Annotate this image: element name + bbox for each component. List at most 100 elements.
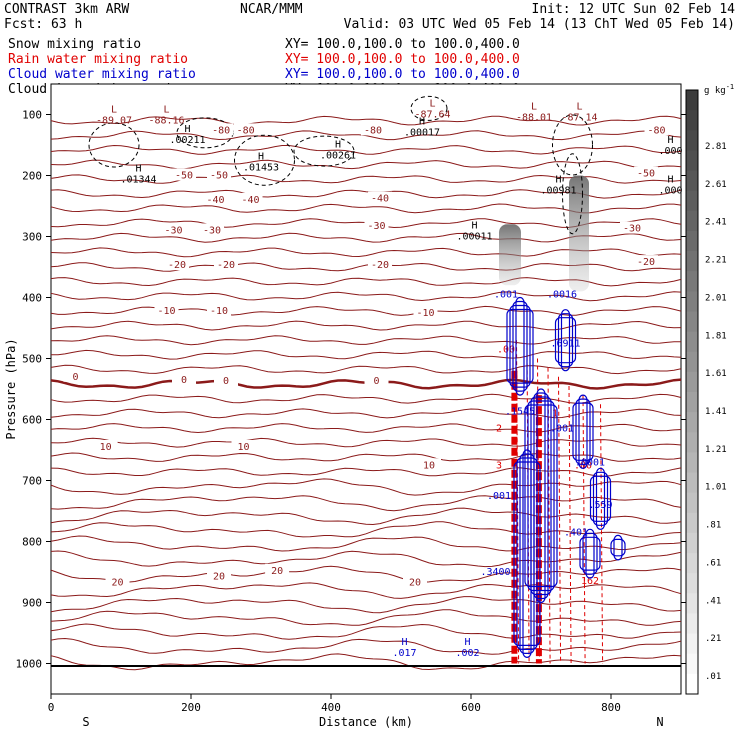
temperature-contour <box>50 507 682 526</box>
colorbar-label: .81 <box>705 521 721 531</box>
colorbar-swatch <box>686 412 698 433</box>
field-label: Cloud water mixing ratio <box>8 67 196 82</box>
colorbar-swatch <box>686 351 698 373</box>
header-valid: Valid: 03 UTC Wed 05 Feb 14 (13 ChT Wed … <box>344 17 735 32</box>
colorbar-swatch <box>686 472 698 494</box>
label-bg <box>154 303 179 316</box>
temperature-label: 20 <box>111 577 123 588</box>
snow-column <box>569 175 589 292</box>
temperature-contour <box>50 623 682 640</box>
extrema-mark: L <box>111 105 117 116</box>
cloud-ice-contour <box>88 122 140 168</box>
extrema-value: -87.14 <box>561 112 597 123</box>
cloud-water-contour <box>578 394 588 469</box>
colorbar-units: g kg-1 <box>704 83 734 96</box>
temperature-contour <box>50 582 682 599</box>
colorbar-label: 1.21 <box>705 445 727 455</box>
colorbar-swatch <box>686 633 698 655</box>
colorbar-swatch <box>686 291 698 312</box>
cloud-water-contour <box>527 400 555 592</box>
colorbar-swatch <box>686 271 698 292</box>
cloud-water-label: .0016 <box>547 290 577 301</box>
cloud-water-label: .6911 <box>550 338 580 349</box>
extrema-mark: H <box>471 220 477 231</box>
colorbar-units-exp: -1 <box>726 83 734 91</box>
header-init: Init: 12 UTC Sun 02 Feb 14 <box>532 2 736 17</box>
label-bg <box>634 255 658 268</box>
y-tick-label: 1000 <box>16 658 43 671</box>
label-bg <box>207 168 231 181</box>
temperature-label: -20 <box>371 260 389 271</box>
cloud-water-label: .001 <box>494 290 518 301</box>
cloud-water-contours: .001.0016.6911.1545.001.0001.001.559.401… <box>480 290 626 658</box>
cloud-water-contour <box>513 461 541 646</box>
y-tick-label: 900 <box>22 597 42 610</box>
x-axis-label: Distance (km) <box>319 715 413 729</box>
temperature-label: -10 <box>416 308 434 319</box>
extrema-value: .00261 <box>320 150 356 161</box>
extrema-mark: H <box>258 151 264 162</box>
temperature-label: 20 <box>409 577 421 588</box>
cloud-water-contour <box>516 457 538 650</box>
colorbar-label: .01 <box>705 672 721 682</box>
colorbar-label: .41 <box>705 596 721 606</box>
colorbar-label: 2.81 <box>705 142 727 152</box>
temperature-label: 0 <box>373 376 379 387</box>
extrema-value: -89.07 <box>96 116 132 127</box>
colorbar-label: 1.01 <box>705 483 727 493</box>
extrema-mark: L <box>163 105 169 116</box>
field-label: Rain water mixing ratio <box>8 52 188 67</box>
cloud-water-contour <box>554 317 577 364</box>
colorbar-frame <box>685 89 699 695</box>
header-forecast: Fcst: 63 h <box>4 17 82 32</box>
y-tick-label: 800 <box>22 536 42 549</box>
label-bg <box>214 258 238 271</box>
header-model: CONTRAST 3km ARW <box>4 2 129 17</box>
cloud-water-contour <box>522 449 532 658</box>
x-tick-label: 200 <box>181 701 201 714</box>
label-bg <box>200 223 224 236</box>
field-xy: XY= 100.0,100.0 to 100.0,400.0 <box>285 67 520 82</box>
temperature-contour <box>50 609 682 626</box>
label-bg <box>238 192 263 205</box>
cloud-water-contour <box>613 534 623 561</box>
temperature-contour <box>50 467 682 477</box>
colorbar-swatch <box>686 392 698 413</box>
x-tick-label: 800 <box>601 701 621 714</box>
cloud-water-contour <box>506 308 534 384</box>
temperature-label: -10 <box>210 306 228 317</box>
temperature-label: 20 <box>271 566 283 577</box>
snow-shading <box>499 175 589 292</box>
extrema-value: .01344 <box>120 175 156 186</box>
label-bg <box>361 123 385 136</box>
temperature-label: 0 <box>181 375 187 386</box>
extrema-mark: H <box>667 175 673 186</box>
extrema-value: .00981 <box>540 186 576 197</box>
temperature-contour <box>50 130 682 141</box>
x-tick-label: 400 <box>321 701 341 714</box>
label-bg <box>105 575 130 588</box>
temperature-label: -20 <box>168 260 186 271</box>
cloud-water-contour <box>557 313 574 368</box>
colorbar-swatch <box>686 532 698 554</box>
extrema-mark: H <box>419 117 425 128</box>
extrema-mark: H <box>335 139 341 150</box>
temperature-label: -50 <box>210 171 228 182</box>
colorbar-label: 2.01 <box>705 293 727 303</box>
y-tick-label: 100 <box>22 109 42 122</box>
temperature-contour <box>50 565 682 583</box>
extrema-labels: L-89.07L-88.16L-87.64L-88.01L-87.14H.002… <box>96 98 683 659</box>
temperature-contour <box>50 596 682 614</box>
extrema-value: .00211 <box>169 135 205 146</box>
rain-label: 2 <box>496 424 502 435</box>
temperature-label: 10 <box>100 442 112 453</box>
colorbar-label: 1.41 <box>705 407 727 417</box>
rain-contour <box>582 395 586 664</box>
colorbar-swatch <box>686 150 698 172</box>
extrema-mark: H <box>401 637 407 648</box>
label-bg <box>368 191 392 204</box>
label-bg <box>207 569 231 582</box>
cloud-water-label: .001 <box>487 491 511 502</box>
temperature-label: -30 <box>203 225 221 236</box>
label-bg <box>207 303 231 316</box>
